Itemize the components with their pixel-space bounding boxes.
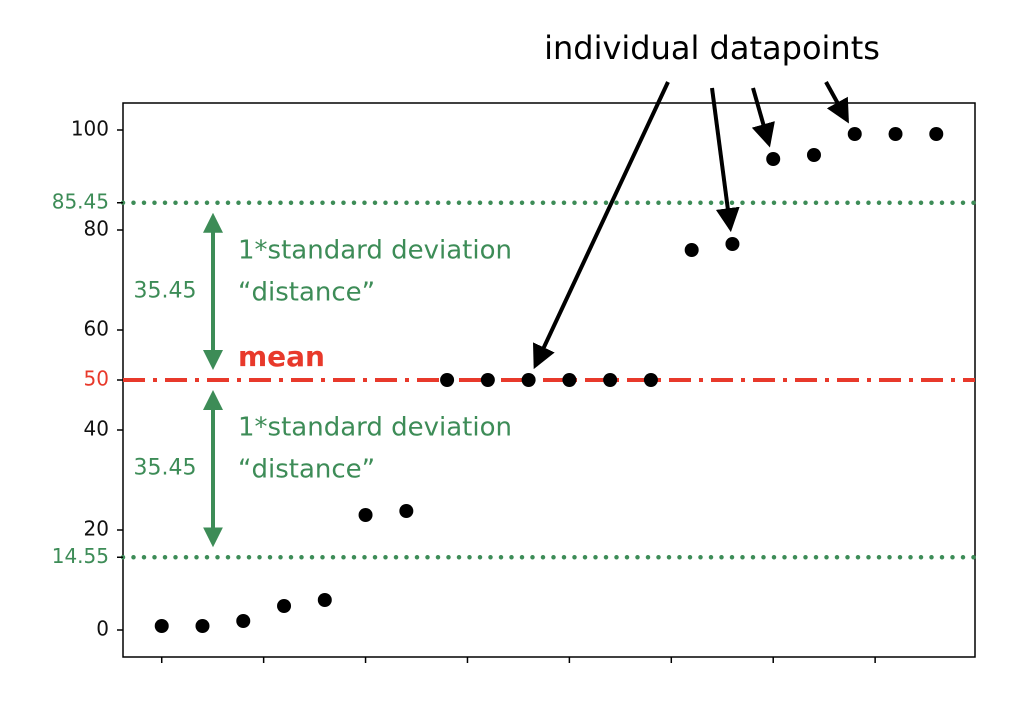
point xyxy=(766,152,781,166)
distance-value: 35.45 xyxy=(134,278,197,303)
y-tick-label: 40 xyxy=(84,417,109,441)
distance-label: 1*standard deviation xyxy=(238,235,512,265)
point xyxy=(603,373,618,387)
callout-text: individual datapoints xyxy=(544,29,880,67)
point xyxy=(358,508,373,522)
y-tick-label: 0 xyxy=(96,617,109,641)
point xyxy=(521,373,536,387)
point xyxy=(929,127,944,141)
callout-arrow xyxy=(532,81,670,370)
callout-arrow xyxy=(751,87,775,148)
y-tick-label: 50 xyxy=(84,367,109,391)
y-tick-label: 14.55 xyxy=(52,544,109,568)
point xyxy=(725,237,740,251)
y-tick-label: 80 xyxy=(84,217,109,241)
point xyxy=(643,373,658,387)
y-tick-label: 100 xyxy=(71,117,109,141)
distance-label: “distance” xyxy=(238,455,375,485)
distance-label: “distance” xyxy=(238,277,375,307)
y-tick-label: 60 xyxy=(84,317,109,341)
point xyxy=(317,593,332,607)
point xyxy=(480,373,495,387)
point xyxy=(154,619,169,633)
point xyxy=(888,127,903,141)
distance-label: 1*standard deviation xyxy=(238,413,512,443)
point xyxy=(236,614,251,628)
y-tick-label: 85.45 xyxy=(52,189,109,213)
reference-label: mean xyxy=(238,340,325,373)
point xyxy=(440,373,455,387)
point xyxy=(399,504,414,518)
point xyxy=(277,599,292,613)
point xyxy=(562,373,577,387)
point xyxy=(195,619,210,633)
y-tick-label: 20 xyxy=(84,517,109,541)
point xyxy=(847,127,862,141)
callout-arrow xyxy=(824,81,849,124)
callout-arrow xyxy=(710,87,740,233)
point xyxy=(684,243,699,257)
point xyxy=(806,148,821,162)
distance-value: 35.45 xyxy=(134,456,197,481)
